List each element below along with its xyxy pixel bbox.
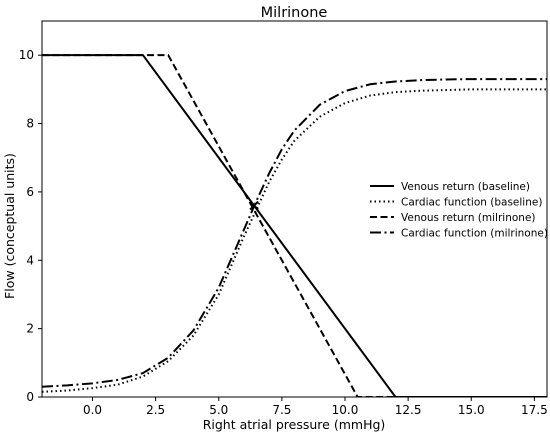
y-tick-label: 4 — [26, 253, 34, 267]
x-tick-label: 15.0 — [458, 403, 485, 417]
plot-area — [42, 54, 547, 397]
y-axis-label: Flow (conceptual units) — [2, 153, 17, 299]
y-tick-label: 0 — [26, 390, 34, 404]
chart-title: Milrinone — [261, 5, 328, 21]
y-tick-label: 2 — [26, 322, 34, 336]
legend-label: Venous return (milrinone) — [401, 212, 536, 224]
legend: Venous return (baseline) Cardiac function… — [370, 181, 548, 240]
x-axis: 0.0 2.5 5.0 7.5 10.0 12.5 15.0 17.5 — [83, 397, 548, 417]
y-tick-label: 10 — [19, 48, 34, 62]
x-tick-label: 10.0 — [332, 403, 359, 417]
legend-label: Venous return (baseline) — [401, 181, 530, 193]
plot-frame — [41, 20, 548, 398]
x-axis-label: Right atrial pressure (mmHg) — [203, 417, 386, 432]
series-line-4 — [42, 78, 547, 388]
y-tick-label: 6 — [26, 185, 34, 199]
legend-label: Cardiac function (milrinone) — [401, 228, 548, 240]
x-tick-label: 2.5 — [146, 403, 165, 417]
series-line-2 — [42, 88, 547, 393]
x-tick-label: 5.0 — [209, 403, 228, 417]
x-tick-label: 0.0 — [83, 403, 102, 417]
x-tick-label: 12.5 — [395, 403, 422, 417]
x-tick-label: 7.5 — [272, 403, 291, 417]
x-tick-label: 17.5 — [521, 403, 548, 417]
intersection-marker — [249, 200, 259, 211]
y-tick-label: 8 — [26, 117, 34, 131]
series-line-3 — [42, 54, 547, 397]
legend-label: Cardiac function (baseline) — [401, 197, 542, 209]
y-axis: 0 2 4 6 8 10 — [19, 48, 42, 404]
series-line-1 — [42, 54, 547, 397]
